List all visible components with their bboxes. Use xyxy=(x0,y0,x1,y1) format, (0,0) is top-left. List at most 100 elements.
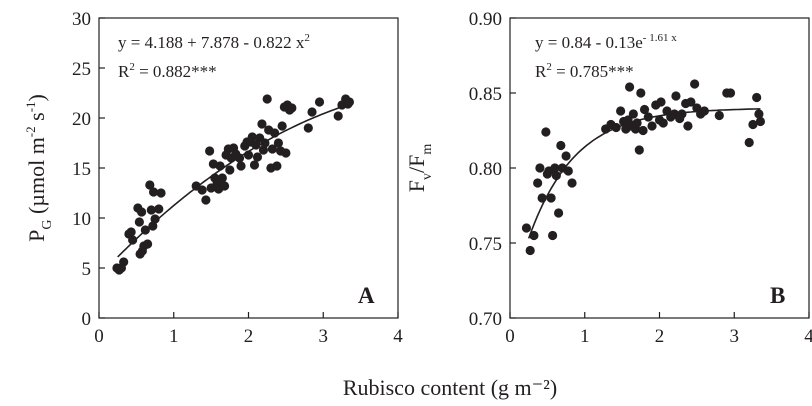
data-point-b xyxy=(525,245,535,256)
data-point-a xyxy=(333,111,343,121)
x-tick-label-b: 3 xyxy=(730,326,740,347)
data-point-b xyxy=(567,178,577,188)
data-point-a xyxy=(148,187,159,197)
data-point-b xyxy=(683,121,693,131)
data-point-b xyxy=(553,208,564,218)
x-tick-label-b: 2 xyxy=(655,326,665,347)
data-point-b xyxy=(643,112,653,122)
data-point-a xyxy=(119,257,129,267)
data-point-a xyxy=(134,217,144,227)
chart-panel-b: 0 1 2 3 4 0.70 0.75 0.80 0.85 0.90 y = 0.84 - 0.1… xyxy=(404,9,812,347)
data-point-a xyxy=(272,161,282,171)
data-point-a xyxy=(303,123,313,133)
fit-curve-b xyxy=(527,108,761,239)
data-point-a xyxy=(267,144,278,154)
data-point-a xyxy=(217,173,227,183)
y-tick-label-b: 0.75 xyxy=(469,234,502,255)
data-point-b xyxy=(556,140,566,151)
x-tick-label-a: 1 xyxy=(169,326,179,347)
data-point-a xyxy=(219,181,230,191)
data-point-a xyxy=(201,195,211,205)
data-point-b xyxy=(639,104,650,115)
data-point-a xyxy=(281,148,291,158)
data-point-b xyxy=(535,163,545,173)
data-point-a xyxy=(236,161,246,171)
data-point-a xyxy=(150,214,160,224)
data-point-b xyxy=(616,106,626,116)
data-point-b xyxy=(744,137,754,148)
data-point-a xyxy=(225,165,235,175)
data-point-a xyxy=(205,146,215,156)
data-point-a xyxy=(126,227,136,237)
data-point-b xyxy=(548,230,558,241)
data-point-b xyxy=(521,223,532,233)
x-tick-label-a: 3 xyxy=(319,326,329,347)
y-tick-label-b: 0.80 xyxy=(469,159,502,180)
data-point-a xyxy=(314,97,325,107)
y-axis-title-a: PG (µmol m-2 s-1) xyxy=(23,94,55,242)
data-point-a xyxy=(307,107,317,117)
data-point-a xyxy=(247,132,257,142)
data-point-a xyxy=(344,97,355,107)
data-point-a xyxy=(142,239,153,249)
y-tick-label-a: 5 xyxy=(82,259,92,280)
data-point-b xyxy=(634,145,644,155)
data-point-b xyxy=(754,109,764,119)
data-point-a xyxy=(148,221,158,231)
data-point-a xyxy=(128,235,138,245)
y-tick-label-a: 0 xyxy=(82,309,92,330)
y-tick-label-b: 0.90 xyxy=(469,9,502,30)
ticks-a: 0 1 2 3 4 0 5 10 15 20 25 30 xyxy=(72,9,403,347)
data-point-b xyxy=(636,88,646,98)
data-point-b xyxy=(628,109,638,119)
panel-label-a: A xyxy=(358,283,375,308)
data-point-a xyxy=(287,103,297,113)
data-point-b xyxy=(625,82,635,92)
y-tick-label-b: 0.85 xyxy=(469,84,502,105)
data-point-a xyxy=(145,180,155,190)
equation-b: y = 0.84 - 0.13e- 1.61 x xyxy=(535,32,677,52)
y-tick-label-a: 30 xyxy=(72,9,91,30)
y-tick-label-a: 10 xyxy=(72,209,91,230)
data-point-b xyxy=(550,163,560,173)
data-point-b xyxy=(755,116,766,127)
r2-b: R2 = 0.785*** xyxy=(535,61,634,81)
y-tick-label-a: 25 xyxy=(72,59,91,80)
data-point-b xyxy=(647,121,657,131)
x-axis-title: Rubisco content (g m⁻²) xyxy=(343,375,557,400)
data-point-b xyxy=(541,127,551,137)
x-tick-label-a: 0 xyxy=(94,326,104,347)
x-tick-label-b: 0 xyxy=(505,326,515,347)
x-tick-label-b: 4 xyxy=(804,326,812,347)
data-point-a xyxy=(146,205,156,215)
data-point-b xyxy=(546,193,556,203)
data-point-a xyxy=(273,138,283,148)
y-tick-label-a: 20 xyxy=(72,109,91,130)
data-point-a xyxy=(251,140,261,150)
data-point-b xyxy=(690,79,700,89)
equation-a: y = 4.188 + 7.878 - 0.822 x2 xyxy=(118,32,310,52)
data-point-a xyxy=(137,207,147,217)
y-axis-title-b: Fv/Fm xyxy=(404,144,435,193)
data-point-b xyxy=(561,151,571,161)
x-tick-label-a: 2 xyxy=(244,326,254,347)
points-a xyxy=(112,94,355,275)
data-point-b xyxy=(725,88,736,98)
data-point-a xyxy=(197,185,207,195)
data-point-a xyxy=(277,121,287,131)
data-point-a xyxy=(262,94,272,104)
data-point-b xyxy=(533,178,543,188)
data-point-b xyxy=(638,125,648,136)
x-tick-label-a: 4 xyxy=(393,326,403,347)
y-tick-label-a: 15 xyxy=(72,159,91,180)
data-point-a xyxy=(258,145,269,155)
data-point-a xyxy=(252,152,263,162)
data-point-a xyxy=(249,160,260,170)
data-point-b xyxy=(677,109,687,119)
panel-label-b: B xyxy=(770,283,785,308)
y-tick-label-b: 0.70 xyxy=(469,309,502,330)
data-point-a xyxy=(154,204,164,214)
data-point-a xyxy=(257,119,267,129)
chart-panel-a: 0 1 2 3 4 0 5 10 15 20 25 30 y = 4.188 + 7.878 - 0.… xyxy=(23,9,403,347)
